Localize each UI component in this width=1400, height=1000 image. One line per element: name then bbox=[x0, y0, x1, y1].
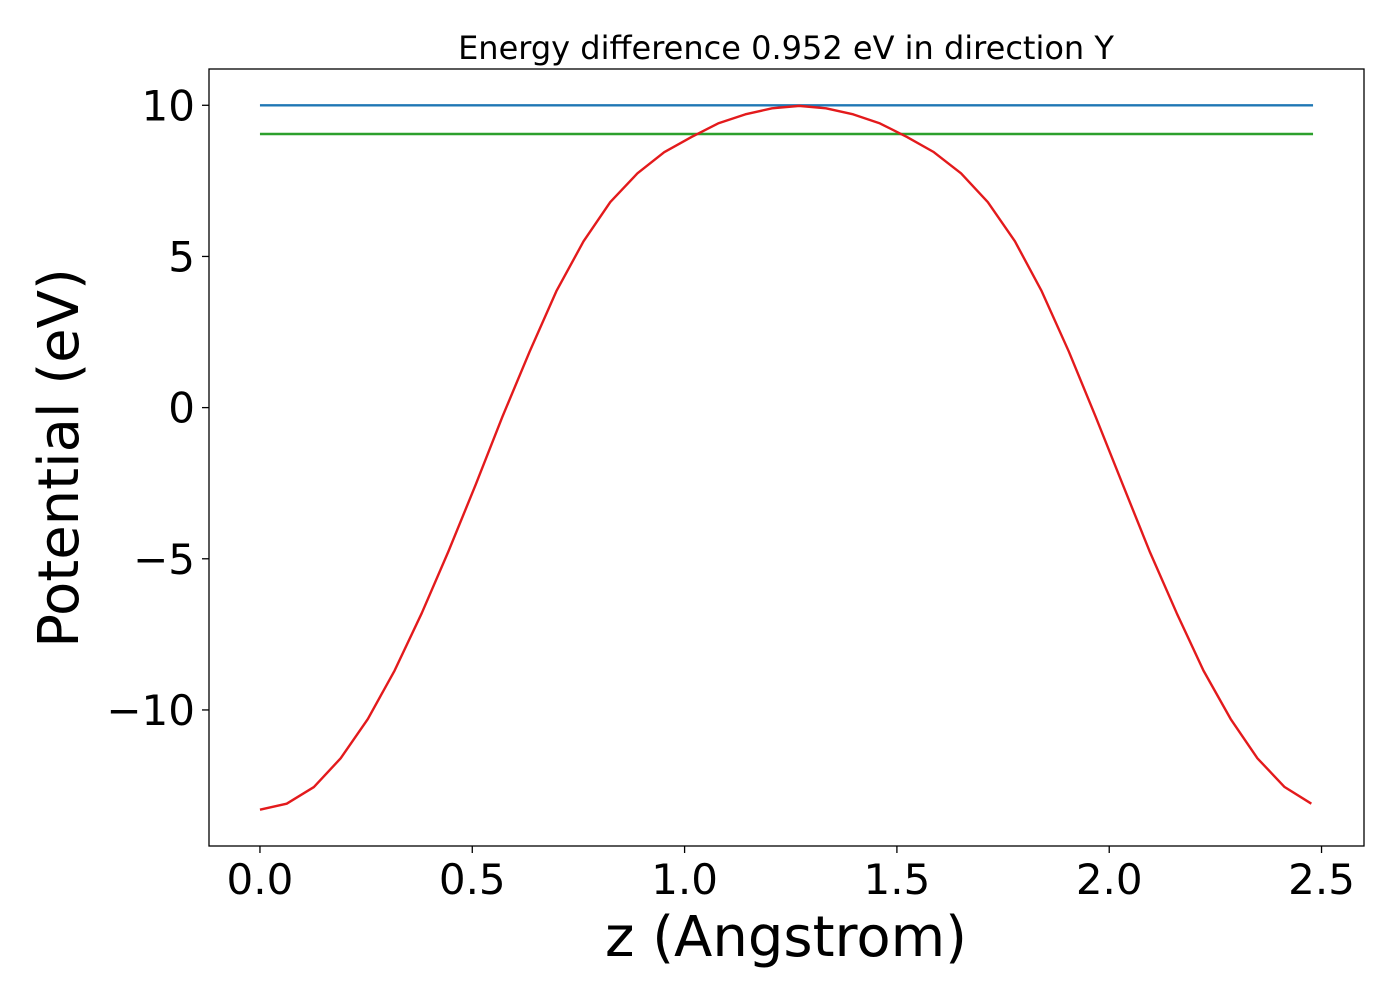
y-tick-label: 10 bbox=[142, 81, 195, 130]
x-tick-label: 0.5 bbox=[439, 855, 506, 904]
y-tick-label: −5 bbox=[133, 535, 195, 584]
ticks-layer: 0.0 0.5 1.0 1.5 2.0 2.5 10 5 0 −5 −10 bbox=[106, 81, 1355, 904]
x-tick-label: 2.0 bbox=[1076, 855, 1143, 904]
y-axis-label: Potential (eV) bbox=[27, 268, 92, 648]
x-tick-label: 1.5 bbox=[864, 855, 931, 904]
x-tick-label: 0.0 bbox=[227, 855, 294, 904]
plot-frame bbox=[208, 68, 1365, 847]
chart-title: Energy difference 0.952 eV in direction … bbox=[458, 29, 1114, 67]
x-tick-label: 1.0 bbox=[651, 855, 718, 904]
y-tick-label: 0 bbox=[168, 384, 195, 433]
x-tick-label: 2.5 bbox=[1288, 855, 1355, 904]
x-axis-label: z (Angstrom) bbox=[605, 905, 967, 970]
y-tick-label: −10 bbox=[106, 686, 195, 735]
y-tick-label: 5 bbox=[168, 232, 195, 281]
series-line-3 bbox=[259, 104, 1312, 811]
series-layer bbox=[259, 104, 1314, 811]
